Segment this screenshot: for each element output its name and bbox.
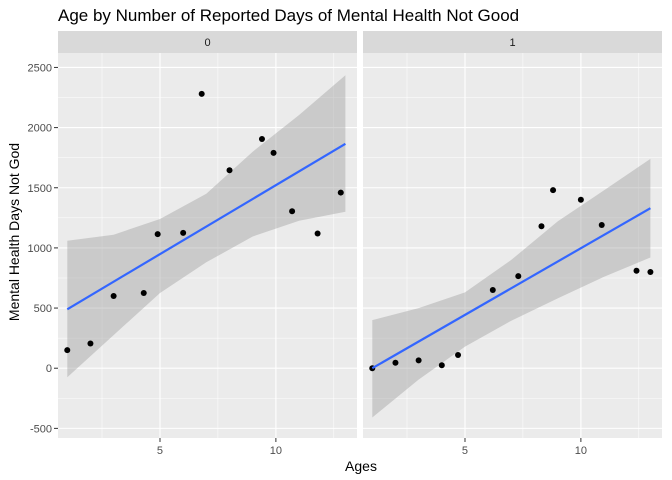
data-point	[647, 268, 654, 275]
x-axis-title: Ages	[345, 458, 377, 474]
y-tick-label: -500	[30, 423, 52, 435]
y-tick-label: 500	[34, 303, 52, 315]
y-tick-label: 1000	[28, 243, 52, 255]
x-tick-label: 10	[575, 445, 587, 457]
y-tick-label: 0	[46, 363, 52, 375]
chart-title: Age by Number of Reported Days of Mental…	[58, 6, 519, 25]
data-point	[415, 357, 422, 364]
data-point	[577, 196, 584, 203]
data-point	[198, 90, 205, 97]
facet-strip-label: 0	[204, 37, 210, 49]
y-tick-label: 1500	[28, 183, 52, 195]
x-tick-label: 5	[462, 445, 468, 457]
regression-line	[371, 207, 651, 370]
data-point	[538, 223, 545, 230]
facet-strip	[363, 31, 662, 53]
data-point	[337, 189, 344, 196]
data-point	[598, 222, 605, 229]
facet-strip-label: 1	[509, 37, 515, 49]
data-point	[180, 229, 187, 236]
y-axis-title: Mental Health Days Not God	[6, 143, 22, 321]
data-point	[455, 351, 462, 358]
data-point	[550, 187, 557, 194]
data-point	[633, 267, 640, 274]
data-point	[489, 287, 496, 294]
data-point	[110, 293, 117, 300]
data-point	[392, 359, 399, 366]
data-point	[314, 230, 321, 237]
data-point	[226, 167, 233, 174]
x-tick-label: 10	[270, 445, 282, 457]
y-tick-label: 2500	[28, 62, 52, 74]
facet-strip	[58, 31, 357, 53]
data-point	[258, 136, 265, 143]
data-point	[140, 290, 147, 297]
regression-line	[66, 142, 346, 311]
y-tick-label: 2000	[28, 123, 52, 135]
facet-panel-0: 0 5 10	[58, 31, 357, 457]
panel-background	[363, 53, 662, 438]
data-point	[154, 231, 161, 238]
data-point	[438, 362, 445, 369]
panel-background	[58, 53, 357, 438]
data-point	[289, 208, 296, 215]
data-point	[515, 273, 522, 280]
data-point	[64, 347, 71, 354]
x-tick-label: 5	[157, 445, 163, 457]
data-point	[270, 149, 277, 156]
facet-panel-1: 15 10	[363, 31, 662, 457]
data-point	[87, 340, 94, 347]
